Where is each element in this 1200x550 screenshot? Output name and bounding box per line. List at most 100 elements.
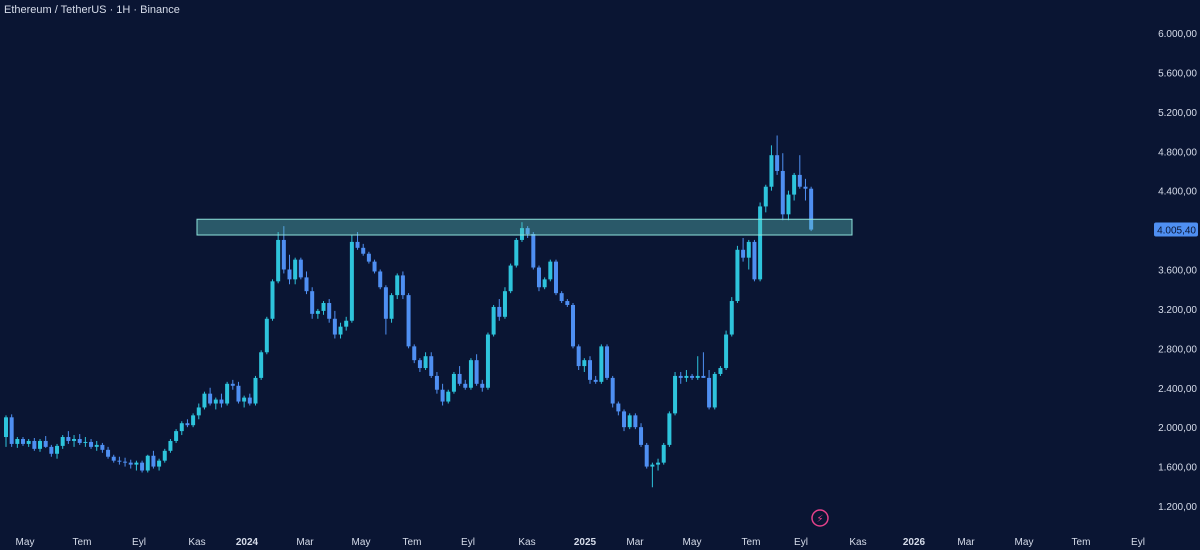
candle[interactable]: [780, 170, 785, 215]
candle[interactable]: [117, 460, 122, 462]
candle[interactable]: [588, 360, 593, 380]
candle[interactable]: [582, 360, 587, 367]
candle[interactable]: [809, 188, 814, 230]
candle[interactable]: [253, 377, 258, 404]
candle[interactable]: [327, 303, 332, 319]
candle[interactable]: [758, 206, 763, 280]
candle[interactable]: [605, 346, 610, 378]
candle[interactable]: [310, 291, 315, 314]
candle[interactable]: [429, 356, 434, 376]
candle[interactable]: [684, 375, 689, 378]
candle[interactable]: [667, 413, 672, 445]
candle[interactable]: [94, 444, 99, 447]
candle[interactable]: [803, 186, 808, 189]
candle[interactable]: [128, 462, 133, 465]
candle[interactable]: [15, 438, 20, 444]
candle[interactable]: [406, 295, 411, 347]
candle[interactable]: [338, 326, 343, 335]
candle[interactable]: [746, 241, 751, 258]
candle[interactable]: [565, 301, 570, 305]
candle[interactable]: [724, 334, 729, 369]
time-axis[interactable]: May Tem Eyl Kas 2024 Mar May Tem Eyl Kas 2025 Mar Ma…: [16, 537, 1145, 548]
candle[interactable]: [536, 267, 541, 288]
candle[interactable]: [361, 247, 366, 254]
candle[interactable]: [106, 449, 111, 457]
candle[interactable]: [457, 373, 462, 384]
candle[interactable]: [707, 377, 712, 408]
candle[interactable]: [162, 450, 167, 461]
candle[interactable]: [225, 383, 230, 404]
candle[interactable]: [741, 249, 746, 258]
resistance-zone[interactable]: [196, 218, 853, 236]
candle[interactable]: [332, 318, 337, 335]
candle[interactable]: [718, 368, 723, 374]
candle[interactable]: [735, 249, 740, 302]
candle[interactable]: [695, 375, 700, 378]
candle[interactable]: [83, 441, 88, 443]
candle[interactable]: [208, 393, 213, 404]
candle[interactable]: [661, 444, 666, 463]
candle[interactable]: [514, 239, 519, 266]
candle[interactable]: [38, 440, 43, 449]
candle[interactable]: [276, 239, 281, 282]
candle[interactable]: [355, 241, 360, 248]
lightning-icon[interactable]: ⚡: [816, 514, 823, 525]
candle[interactable]: [378, 271, 383, 288]
candle[interactable]: [553, 261, 558, 294]
candle[interactable]: [230, 383, 235, 386]
candle[interactable]: [49, 446, 54, 454]
candle[interactable]: [293, 259, 298, 280]
candle[interactable]: [542, 279, 547, 288]
candle[interactable]: [236, 385, 241, 402]
alert-icon[interactable]: ⚡: [811, 509, 829, 527]
candle[interactable]: [242, 397, 247, 402]
candle[interactable]: [769, 155, 774, 187]
candle[interactable]: [508, 265, 513, 292]
candle[interactable]: [100, 444, 105, 450]
candle[interactable]: [400, 275, 405, 296]
candle[interactable]: [616, 403, 621, 412]
candle[interactable]: [77, 438, 82, 443]
candle[interactable]: [140, 462, 145, 471]
candle[interactable]: [412, 346, 417, 361]
candle[interactable]: [423, 356, 428, 369]
candle[interactable]: [729, 301, 734, 335]
candle[interactable]: [344, 320, 349, 327]
candle[interactable]: [304, 277, 309, 292]
candle[interactable]: [446, 391, 451, 402]
candle[interactable]: [270, 281, 275, 319]
candle[interactable]: [89, 441, 94, 447]
candle[interactable]: [60, 437, 65, 446]
candle[interactable]: [417, 360, 422, 369]
candle[interactable]: [752, 241, 757, 280]
candle[interactable]: [792, 174, 797, 195]
candle[interactable]: [395, 275, 400, 296]
candle[interactable]: [66, 437, 71, 441]
candle[interactable]: [315, 310, 320, 314]
candle[interactable]: [287, 269, 292, 280]
candle[interactable]: [786, 194, 791, 215]
candle[interactable]: [525, 228, 530, 235]
candle[interactable]: [4, 417, 8, 438]
candle[interactable]: [383, 287, 388, 319]
candle[interactable]: [712, 373, 717, 408]
candle[interactable]: [202, 393, 207, 408]
candle[interactable]: [219, 399, 224, 404]
alert-icon-ring[interactable]: [811, 509, 829, 527]
candle[interactable]: [196, 407, 201, 416]
candle[interactable]: [134, 462, 139, 465]
price-axis[interactable]: 6.000,00 5.600,00 5.200,00 4.800,00 4.400,00…: [1158, 29, 1197, 513]
candle[interactable]: [763, 186, 768, 207]
candle[interactable]: [123, 461, 128, 463]
candle[interactable]: [491, 306, 496, 335]
candle[interactable]: [559, 293, 564, 302]
candle[interactable]: [9, 417, 14, 444]
candle[interactable]: [26, 440, 31, 444]
candle[interactable]: [797, 174, 802, 187]
candle[interactable]: [644, 444, 649, 467]
candle[interactable]: [548, 261, 553, 280]
candle[interactable]: [111, 456, 116, 461]
candle[interactable]: [451, 373, 456, 392]
candle[interactable]: [72, 438, 77, 441]
candle[interactable]: [610, 377, 615, 404]
